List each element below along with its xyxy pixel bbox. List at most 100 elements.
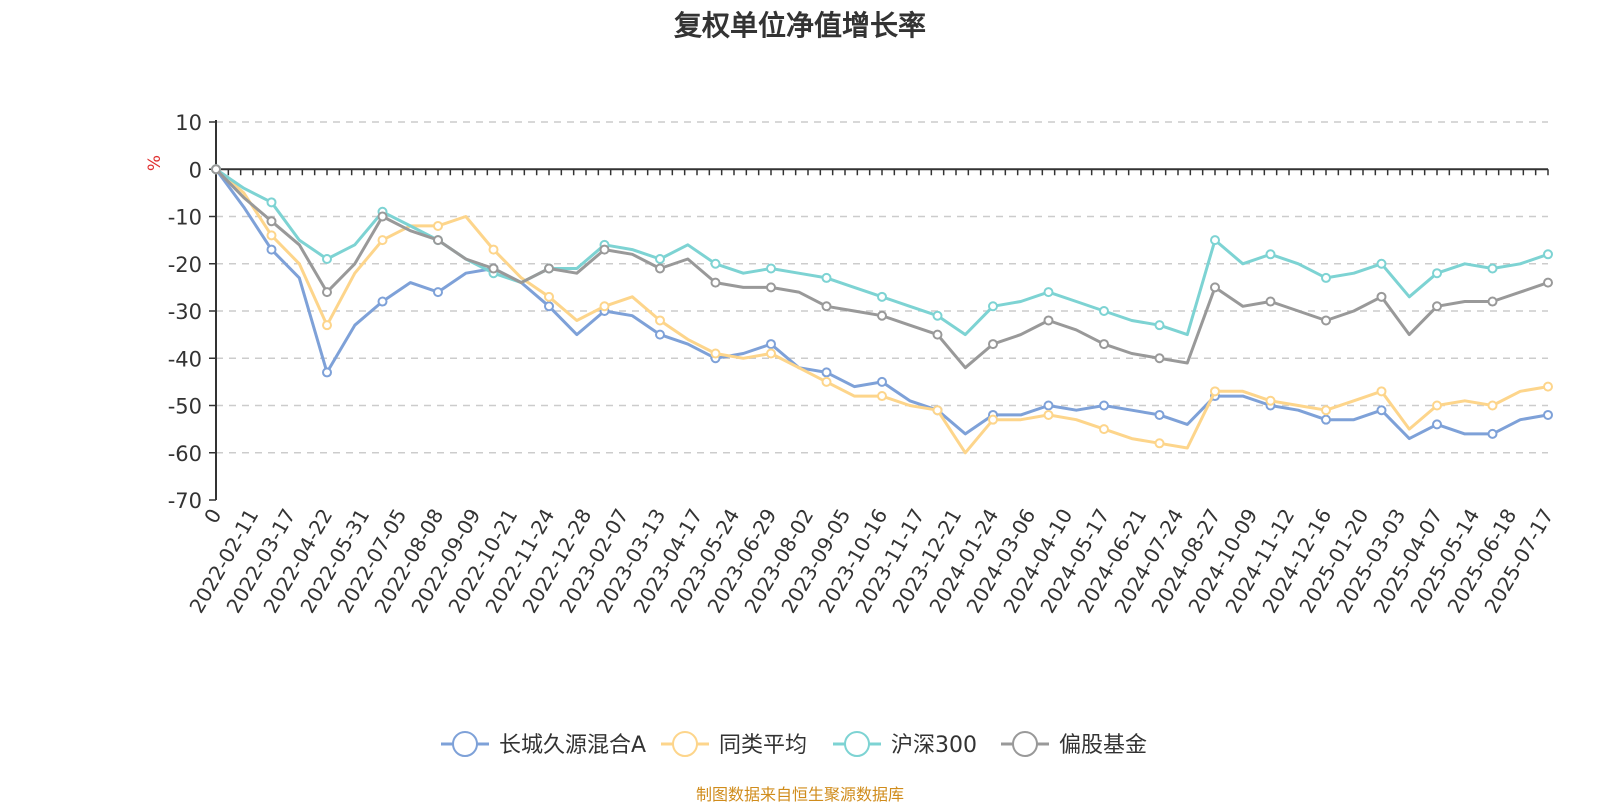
series-4-point <box>211 164 221 175</box>
series-1-point <box>877 376 887 387</box>
legend-marker <box>672 731 698 757</box>
series-2-point <box>766 348 776 359</box>
series-2-point <box>1543 381 1553 392</box>
series-4-point <box>377 211 388 222</box>
series-3-point <box>821 272 832 283</box>
series-2-point <box>1210 386 1220 397</box>
series-1-point <box>1432 419 1442 430</box>
source-text: 制图数据来自恒生聚源数据库 <box>695 785 904 804</box>
series-3-point <box>988 301 998 312</box>
legend-label: 偏股基金 <box>1059 733 1147 758</box>
series-2-point <box>877 391 887 402</box>
series-3-point <box>1432 268 1442 279</box>
series-1-point <box>322 367 332 378</box>
series-3-point <box>1265 249 1276 260</box>
series-1-point <box>266 244 277 255</box>
series-3-point <box>877 291 887 302</box>
legend-label: 长城久源混合A <box>499 733 646 758</box>
series-4-point <box>1487 296 1498 307</box>
series-1-point <box>1154 409 1165 420</box>
series-4-point <box>932 329 943 340</box>
series-4-point <box>1376 291 1387 302</box>
series-4-point <box>488 263 499 274</box>
series-2-point <box>488 244 499 255</box>
legend-item-2: 同类平均 <box>661 731 807 758</box>
y-tick-label: -70 <box>168 489 202 513</box>
series-2-point <box>932 405 943 416</box>
series-4-point <box>821 301 832 312</box>
series-3-point <box>932 310 943 321</box>
series-line-4 <box>214 167 1550 370</box>
legend-item-4: 偏股基金 <box>1001 731 1147 758</box>
chart-title: 复权单位净值增长率 <box>673 9 926 42</box>
series-1-point <box>1487 428 1498 439</box>
series-3-point <box>1487 263 1498 274</box>
series-line-3 <box>214 167 1550 337</box>
series-4-point <box>1543 277 1553 288</box>
series-4-point <box>1265 296 1276 307</box>
series-1-point <box>1043 400 1054 411</box>
x-tick-label: 0 <box>199 505 226 528</box>
series-1-point <box>1321 414 1331 425</box>
series-3-point <box>1376 258 1387 269</box>
series-3-point <box>266 197 277 208</box>
series-3-point <box>710 258 721 269</box>
series-1-point <box>1099 400 1109 411</box>
series-2-point <box>1043 409 1054 420</box>
series-2-point <box>1154 438 1165 449</box>
series-3-point <box>1043 287 1054 298</box>
legend-label: 沪深300 <box>891 733 977 758</box>
series-4-point <box>766 282 776 293</box>
series-4-point <box>877 310 887 321</box>
series-2-point <box>544 291 554 302</box>
series-2-point <box>377 235 388 246</box>
series-2-point <box>266 230 277 241</box>
legend-item-3: 沪深300 <box>833 731 977 758</box>
series-1-point <box>377 296 388 307</box>
series-2-point <box>322 320 332 331</box>
series-4-point <box>988 339 998 350</box>
series-1-point <box>544 301 554 312</box>
series-2-point <box>1487 400 1498 411</box>
series-3-point <box>322 254 332 265</box>
y-tick-label: -60 <box>168 442 202 466</box>
legend-marker <box>844 731 870 757</box>
series-4-point <box>1321 315 1331 326</box>
series-2-point <box>1321 405 1331 416</box>
series-4-point <box>599 244 610 255</box>
series-4-point <box>322 287 332 298</box>
series-1-point <box>1543 409 1553 420</box>
series-3-point <box>1321 272 1331 283</box>
y-tick-label: -10 <box>168 206 202 230</box>
y-tick-label: 0 <box>189 158 202 182</box>
y-tick-label: -40 <box>168 347 202 371</box>
series-1-point <box>766 339 776 350</box>
series-4-point <box>433 235 443 246</box>
series-4-point <box>1154 353 1165 364</box>
series-4-point <box>1099 339 1109 350</box>
legend-label: 同类平均 <box>719 733 807 758</box>
series-2-point <box>710 348 721 359</box>
series-4-point <box>655 263 665 274</box>
series-4-point <box>266 216 277 227</box>
series-2-point <box>433 220 443 231</box>
series-2-point <box>655 315 665 326</box>
series-3-point <box>1099 306 1109 316</box>
series-2-point <box>1265 395 1276 406</box>
series-3-point <box>1210 235 1220 246</box>
y-axis-label: % <box>145 155 165 171</box>
series-3-point <box>1154 320 1165 331</box>
series-2-point <box>1376 386 1387 397</box>
series-2-point <box>1099 424 1109 435</box>
series-4-point <box>1210 282 1220 293</box>
series-2-point <box>988 414 998 425</box>
series-4-point <box>710 277 721 288</box>
series-2-point <box>599 301 610 312</box>
series-4-point <box>1432 301 1442 312</box>
series-4-point <box>1043 315 1054 326</box>
legend-item-1: 长城久源混合A <box>441 731 646 758</box>
series-2-point <box>1432 400 1442 411</box>
y-tick-label: 10 <box>175 111 202 135</box>
